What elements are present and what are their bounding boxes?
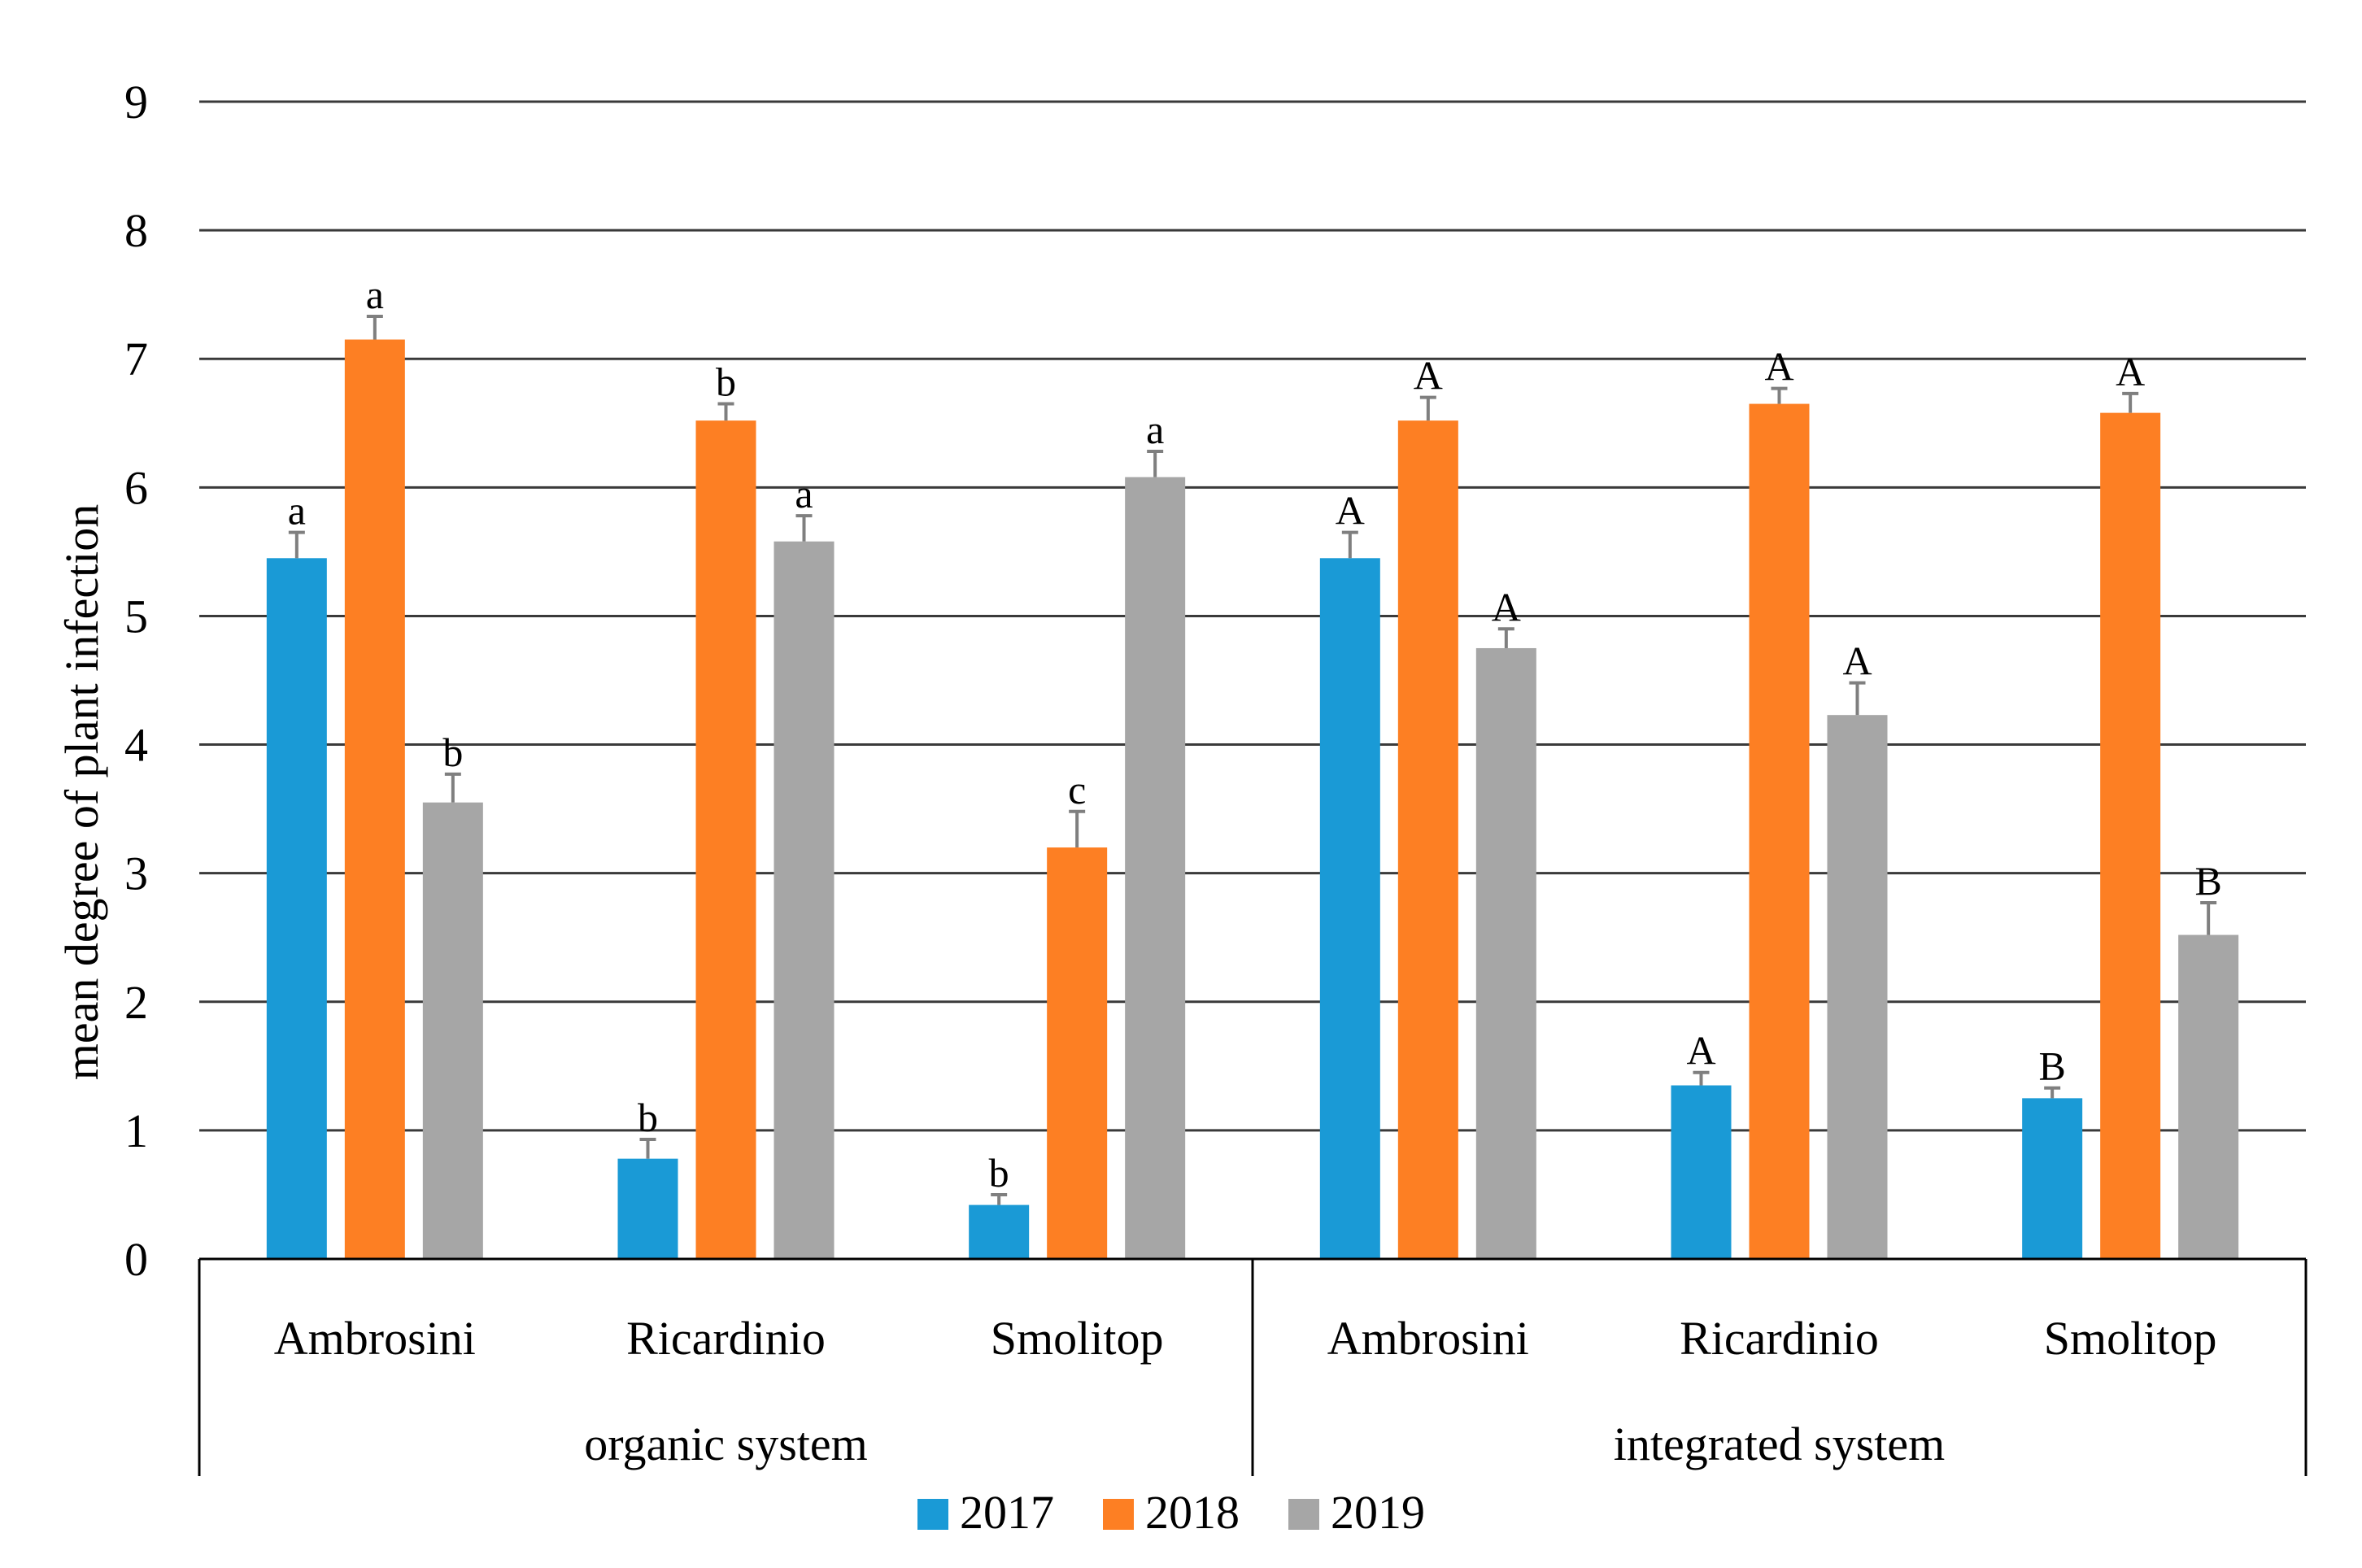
significance-letter: B <box>2194 858 2221 904</box>
x-tick-label: Smolitop <box>991 1312 1164 1365</box>
significance-letter: a <box>366 272 384 317</box>
y-tick-label: 1 <box>124 1104 148 1157</box>
bar-2018-ambrosini <box>344 339 405 1259</box>
bar-2017-ricardinio <box>1671 1085 1732 1259</box>
y-tick-label: 7 <box>124 333 148 385</box>
legend-label: 2019 <box>1331 1486 1425 1539</box>
y-axis-ticks: 0 1 2 3 4 5 6 7 8 9 <box>124 76 148 1286</box>
y-tick-label: 0 <box>124 1233 148 1286</box>
legend: 2017 2018 2019 <box>917 1486 1425 1539</box>
significance-letter: a <box>288 488 306 534</box>
significance-letter: A <box>2116 349 2145 394</box>
gridlines <box>199 100 2306 1132</box>
bar-2019-ricardinio <box>1827 715 1888 1259</box>
significance-letter: B <box>2038 1043 2065 1089</box>
y-tick-label: 6 <box>124 461 148 514</box>
x-tick-label: Ricardinio <box>1680 1312 1879 1365</box>
significance-letter: A <box>1414 353 1443 399</box>
y-tick-label: 3 <box>124 847 148 900</box>
y-tick-label: 4 <box>124 719 148 772</box>
legend-label: 2018 <box>1145 1486 1240 1539</box>
y-tick-label: 5 <box>124 590 148 642</box>
x-tick-label: Ambrosini <box>274 1312 476 1365</box>
significance-letter: a <box>1146 407 1164 452</box>
significance-letter: A <box>1492 584 1521 629</box>
bar-2018-smolitop <box>2100 412 2161 1259</box>
bar-2019-ricardinio <box>774 541 835 1259</box>
significance-letter: A <box>1842 638 1872 684</box>
bar-2018-ricardinio <box>695 420 756 1260</box>
bar-2017-smolitop <box>969 1204 1030 1259</box>
bar-2017-ricardinio <box>617 1158 678 1259</box>
x-tick-label: Ricardinio <box>626 1312 826 1365</box>
significance-letter: b <box>989 1150 1009 1196</box>
significance-letter: A <box>1764 344 1793 390</box>
bar-2018-ricardinio <box>1749 403 1810 1260</box>
significance-letter: A <box>1686 1028 1715 1074</box>
group-label: organic system <box>584 1418 867 1470</box>
bar-2018-ambrosini <box>1397 420 1458 1260</box>
bar-2017-ambrosini <box>266 558 327 1259</box>
legend-swatch-2018 <box>1103 1499 1134 1530</box>
bar-2018-smolitop <box>1047 847 1108 1259</box>
significance-letter: a <box>795 471 813 516</box>
bar-2019-ambrosini <box>422 802 483 1259</box>
significance-letter: A <box>1336 488 1365 534</box>
y-tick-label: 9 <box>124 76 148 128</box>
y-tick-label: 8 <box>124 204 148 257</box>
legend-swatch-2019 <box>1288 1499 1319 1530</box>
legend-swatch-2017 <box>917 1499 948 1530</box>
bars: a b b A A Ba b c A A Ab a a A A B <box>266 272 2239 1260</box>
significance-letter: c <box>1068 767 1086 812</box>
significance-letter: b <box>442 730 463 775</box>
group-label: integrated system <box>1614 1418 1946 1470</box>
bar-2017-smolitop <box>2022 1098 2083 1259</box>
y-tick-label: 2 <box>124 976 148 1029</box>
bar-2019-ambrosini <box>1475 647 1536 1259</box>
significance-letter: b <box>638 1095 658 1140</box>
x-tick-label: Smolitop <box>2044 1312 2217 1365</box>
x-axis: Ambrosini Ricardinio Smolitop organic syste… <box>198 1257 2308 1476</box>
bar-2019-smolitop <box>1125 477 1186 1259</box>
legend-label: 2017 <box>960 1486 1054 1539</box>
y-axis-label: mean degree of plant infection <box>55 504 108 1081</box>
bar-2019-smolitop <box>2178 934 2239 1259</box>
significance-letter: b <box>716 359 736 405</box>
bar-2017-ambrosini <box>1319 558 1380 1259</box>
x-tick-label: Ambrosini <box>1327 1312 1529 1365</box>
